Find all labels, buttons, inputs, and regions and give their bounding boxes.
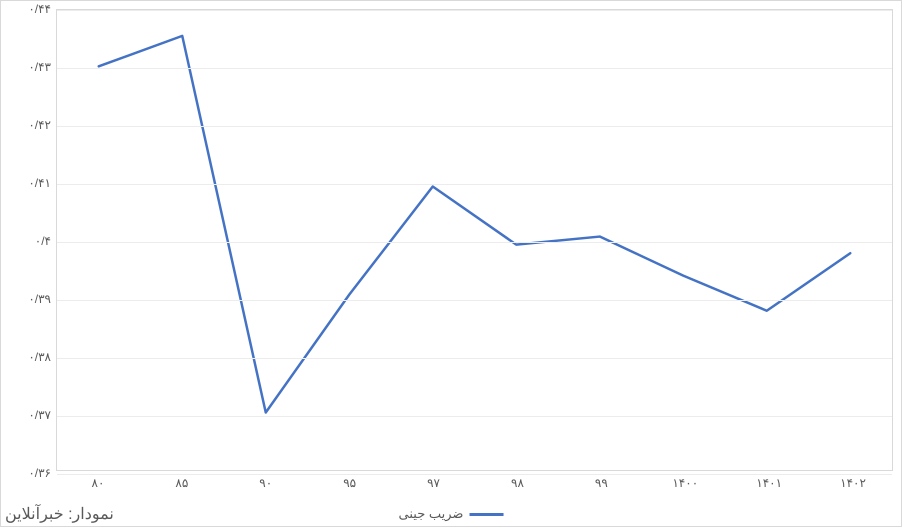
grid-line — [57, 474, 892, 475]
y-axis-label: ۰/۳۷ — [1, 408, 51, 422]
grid-line — [57, 358, 892, 359]
y-axis-label: ۰/۳۸ — [1, 350, 51, 364]
y-axis-label: ۰/۳۹ — [1, 292, 51, 306]
y-axis-label: ۰/۳۶ — [1, 466, 51, 480]
source-note: نمودار: خبرآنلاین — [5, 504, 114, 524]
legend: ضریب جینی — [399, 506, 504, 522]
grid-line — [57, 10, 892, 11]
legend-label: ضریب جینی — [399, 506, 464, 522]
line-series — [57, 10, 892, 470]
grid-line — [57, 68, 892, 69]
grid-line — [57, 242, 892, 243]
x-axis-label: ۱۴۰۰ — [672, 476, 698, 490]
grid-line — [57, 126, 892, 127]
x-axis-label: ۸۰ — [91, 476, 104, 490]
series-line — [99, 36, 851, 413]
x-axis-label: ۹۵ — [343, 476, 356, 490]
chart-container: ضریب جینی نمودار: خبرآنلاین ۰/۳۶ ۰/۳۷ ۰/۳۸… — [0, 0, 902, 527]
grid-line — [57, 184, 892, 185]
x-axis-label: ۹۰ — [259, 476, 272, 490]
plot-area — [56, 9, 893, 471]
y-axis-label: ۰/۴۴ — [1, 2, 51, 16]
grid-line — [57, 416, 892, 417]
y-axis-label: ۰/۴ — [1, 234, 51, 248]
legend-swatch — [469, 513, 503, 516]
y-axis-label: ۰/۴۳ — [1, 60, 51, 74]
x-axis-label: ۹۸ — [511, 476, 524, 490]
y-axis-label: ۰/۴۲ — [1, 118, 51, 132]
x-axis-label: ۱۴۰۲ — [840, 476, 866, 490]
x-axis-label: ۱۴۰۱ — [756, 476, 782, 490]
y-axis-label: ۰/۴۱ — [1, 176, 51, 190]
x-axis-label: ۹۹ — [595, 476, 608, 490]
grid-line — [57, 300, 892, 301]
x-axis-label: ۸۵ — [175, 476, 188, 490]
x-axis-label: ۹۷ — [427, 476, 440, 490]
